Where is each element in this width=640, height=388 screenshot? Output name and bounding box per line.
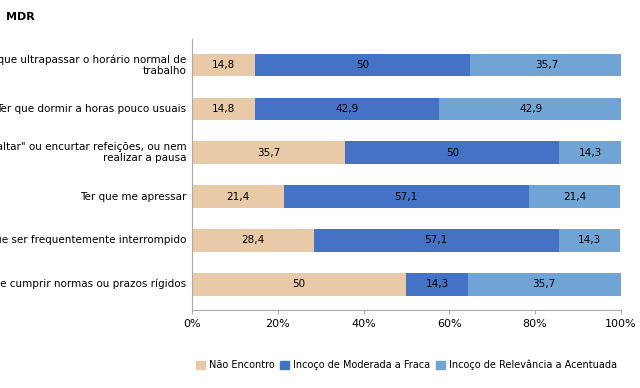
- Text: MDR: MDR: [6, 12, 35, 22]
- Text: 28,4: 28,4: [241, 235, 264, 245]
- Bar: [192, 141, 345, 164]
- Text: 57,1: 57,1: [424, 235, 448, 245]
- Text: 50: 50: [445, 148, 459, 158]
- Text: 21,4: 21,4: [563, 192, 586, 201]
- Text: 14,3: 14,3: [578, 235, 601, 245]
- Bar: [192, 54, 255, 76]
- Text: 57,1: 57,1: [395, 192, 418, 201]
- Bar: [192, 185, 284, 208]
- Text: 14,8: 14,8: [212, 60, 236, 70]
- Bar: [440, 97, 623, 120]
- Bar: [529, 185, 620, 208]
- Text: 50: 50: [356, 60, 369, 70]
- Bar: [470, 54, 623, 76]
- Bar: [255, 97, 440, 120]
- Text: 14,8: 14,8: [212, 104, 236, 114]
- Bar: [406, 273, 468, 296]
- Bar: [559, 141, 621, 164]
- Text: 42,9: 42,9: [336, 104, 359, 114]
- Text: 35,7: 35,7: [532, 279, 556, 289]
- Bar: [559, 229, 620, 252]
- Bar: [192, 273, 406, 296]
- Bar: [314, 229, 559, 252]
- Text: 14,3: 14,3: [426, 279, 449, 289]
- Text: 35,7: 35,7: [535, 60, 558, 70]
- Text: 42,9: 42,9: [520, 104, 543, 114]
- Bar: [284, 185, 529, 208]
- Text: 35,7: 35,7: [257, 148, 280, 158]
- Text: 14,3: 14,3: [579, 148, 602, 158]
- Text: 50: 50: [292, 279, 306, 289]
- Text: 21,4: 21,4: [227, 192, 250, 201]
- Legend: Não Encontro, Incoço de Moderada a Fraca, Incoço de Relevância a Acentuada: Não Encontro, Incoço de Moderada a Fraca…: [192, 356, 621, 374]
- Bar: [192, 97, 255, 120]
- Bar: [255, 54, 470, 76]
- Bar: [345, 141, 559, 164]
- Bar: [192, 229, 314, 252]
- Bar: [468, 273, 621, 296]
